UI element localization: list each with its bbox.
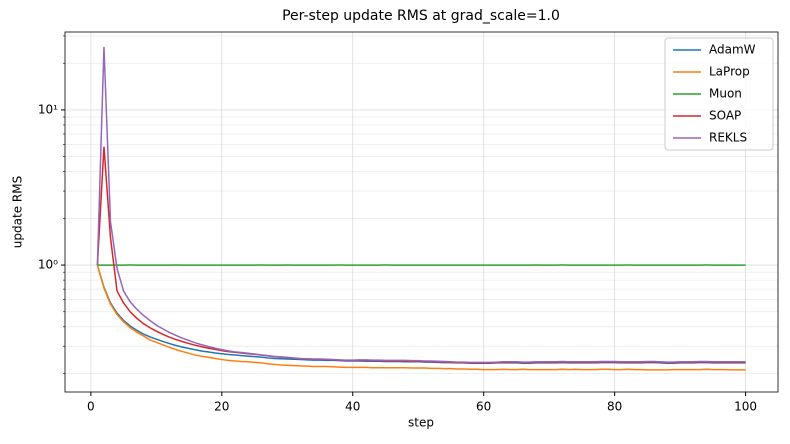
x-axis-label: step (408, 416, 434, 430)
x-tick-label: 40 (345, 400, 360, 414)
legend: AdamW LaProp Muon SOAP REKLS (665, 38, 773, 150)
series-line (97, 47, 745, 362)
legend-label: AdamW (709, 43, 756, 57)
legend-label: REKLS (709, 131, 747, 145)
legend-label: Muon (709, 87, 742, 101)
chart-title: Per-step update RMS at grad_scale=1.0 (282, 8, 560, 24)
y-axis-label: update RMS (11, 176, 25, 248)
x-tick-label: 20 (214, 400, 229, 414)
series-line (97, 265, 745, 370)
y-tick-label: 10¹ (38, 102, 58, 116)
series-line (97, 147, 745, 363)
legend-label: LaProp (709, 65, 750, 79)
legend-label: SOAP (709, 109, 741, 123)
x-tick-label: 100 (734, 400, 757, 414)
x-tick-label: 0 (87, 400, 95, 414)
y-tick-label: 10⁰ (38, 258, 58, 272)
x-tick-label: 80 (607, 400, 622, 414)
x-tick-label: 60 (476, 400, 491, 414)
